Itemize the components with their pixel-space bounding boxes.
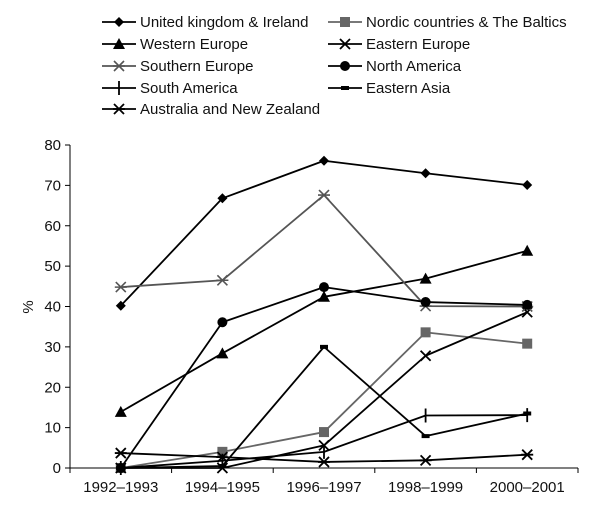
series-north-america xyxy=(115,282,533,473)
legend-item: Nordic countries & The Baltics xyxy=(328,14,567,31)
legend-label: North America xyxy=(366,58,462,75)
data-point xyxy=(319,427,329,438)
data-point xyxy=(114,405,127,417)
legend-item: Australia and New Zealand xyxy=(102,101,320,118)
y-tick-label: 10 xyxy=(44,420,61,437)
y-tick-label: 20 xyxy=(44,379,61,396)
legend-label: Western Europe xyxy=(140,36,248,53)
x-tick-label: 1994–1995 xyxy=(185,479,260,496)
series-eastern-asia xyxy=(116,344,532,470)
data-point xyxy=(318,189,330,201)
legend-marker xyxy=(113,38,125,49)
legend-marker xyxy=(341,86,349,90)
legend-marker xyxy=(113,60,125,72)
data-point xyxy=(420,297,431,308)
legend-marker xyxy=(114,17,124,27)
data-point xyxy=(522,338,533,349)
data-point xyxy=(217,446,228,457)
legend-marker xyxy=(340,17,350,27)
legend-label: South America xyxy=(140,80,238,97)
y-tick-label: 40 xyxy=(44,299,61,316)
series-line xyxy=(120,414,528,469)
data-point xyxy=(319,155,329,166)
data-point xyxy=(115,300,126,311)
x-tick-label: 1996–1997 xyxy=(286,479,361,496)
data-point xyxy=(114,281,127,293)
data-point xyxy=(114,447,127,459)
legend: United kingdom & Ireland Nordic countries… xyxy=(102,14,567,118)
legend-label: Southern Europe xyxy=(140,58,253,75)
legend-label: Eastern Asia xyxy=(366,80,451,97)
legend-item: Eastern Asia xyxy=(328,80,451,97)
data-point xyxy=(420,327,431,338)
data-point xyxy=(419,454,432,466)
legend-item: Western Europe xyxy=(102,36,248,53)
series-line xyxy=(120,249,528,413)
legend-marker xyxy=(340,61,350,71)
series-south-america xyxy=(119,408,529,475)
series-western-europe xyxy=(114,244,534,417)
data-point xyxy=(216,451,229,463)
data-point xyxy=(216,274,229,286)
data-point xyxy=(216,347,229,359)
legend-item: South America xyxy=(102,80,238,97)
data-point xyxy=(523,411,532,416)
data-point xyxy=(116,466,125,470)
data-point xyxy=(521,244,534,256)
data-point xyxy=(419,350,432,362)
data-point xyxy=(318,456,330,468)
legend-item: Southern Europe xyxy=(102,58,253,75)
data-point xyxy=(318,290,330,302)
y-tick-label: 50 xyxy=(44,258,61,275)
x-tick-label: 1998–1999 xyxy=(388,479,463,496)
y-tick-label: 70 xyxy=(44,177,61,194)
legend-label: Nordic countries & The Baltics xyxy=(366,14,567,31)
legend-item: Eastern Europe xyxy=(328,36,470,53)
x-tick-label: 2000–2001 xyxy=(490,479,565,496)
series-group xyxy=(114,155,534,475)
legend-item: North America xyxy=(328,58,462,75)
series-australia-and-new-zealand xyxy=(114,447,534,468)
legend-label: Australia and New Zealand xyxy=(140,101,320,118)
y-tick-label: 60 xyxy=(44,218,61,235)
x-tick-label: 1992–1993 xyxy=(83,479,158,496)
data-point xyxy=(419,272,432,284)
legend-label: United kingdom & Ireland xyxy=(140,14,308,31)
data-point xyxy=(522,299,533,310)
data-point xyxy=(217,317,228,328)
y-tick-label: 30 xyxy=(44,339,61,356)
legend-marker xyxy=(113,103,125,115)
data-point xyxy=(421,434,430,439)
y-tick-label: 0 xyxy=(53,460,61,477)
data-point xyxy=(319,282,329,293)
data-point xyxy=(217,193,228,204)
legend-item: United kingdom & Ireland xyxy=(102,14,308,31)
data-point xyxy=(521,449,534,461)
data-point xyxy=(218,463,227,468)
data-point xyxy=(420,168,431,179)
axes: 0 10 20 30 40 50 60 70 80 1992–1993 1994–1995 1996–… xyxy=(44,137,579,496)
series-united-kingdom-and-ireland xyxy=(115,155,533,311)
legend-label: Eastern Europe xyxy=(366,36,470,53)
legend-marker xyxy=(339,38,351,50)
y-tick-label: 80 xyxy=(44,137,61,154)
data-point xyxy=(522,179,533,190)
data-point xyxy=(320,344,328,349)
y-axis-label: % xyxy=(20,300,37,313)
